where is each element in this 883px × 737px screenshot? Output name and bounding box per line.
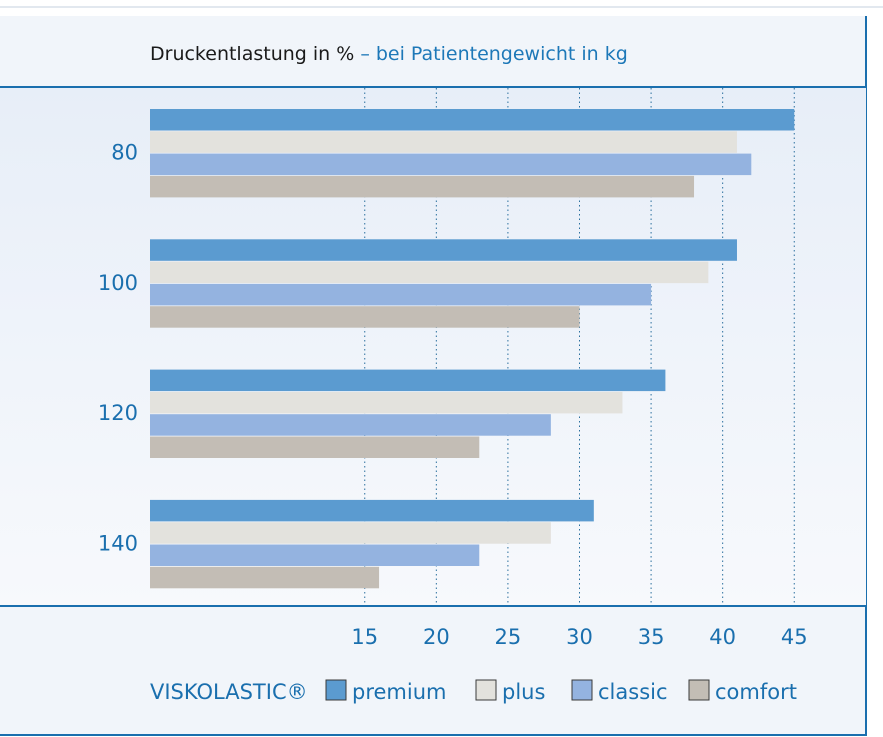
bar-comfort-80 (150, 175, 695, 198)
x-tick-label: 35 (638, 625, 665, 649)
legend-swatch-premium (325, 679, 347, 701)
bar-classic-80 (150, 153, 752, 176)
bar-plus-140 (150, 522, 551, 544)
bar-comfort-140 (150, 566, 380, 589)
bar-plus-120 (150, 391, 623, 414)
legend-label-comfort: comfort (715, 680, 797, 704)
category-label: 140 (98, 532, 138, 556)
bar-classic-100 (150, 283, 652, 306)
legend-label-classic: classic (598, 680, 668, 704)
legend: VISKOLASTIC® premium plus classic comfort (150, 679, 797, 704)
chart-title: Druckentlastung in % – bei Patientengewic… (150, 43, 628, 65)
bar-plus-100 (150, 261, 709, 284)
x-tick-label: 15 (351, 625, 378, 649)
bar-premium-120 (150, 369, 666, 392)
bar-classic-120 (150, 414, 551, 436)
legend-label-plus: plus (502, 680, 545, 704)
category-labels: 80 100 120 140 (98, 141, 138, 556)
x-tick-label: 40 (709, 625, 736, 649)
bar-premium-140 (150, 499, 594, 522)
bar-plus-80 (150, 131, 737, 153)
x-tick-label: 25 (495, 625, 522, 649)
x-tick-label: 30 (566, 625, 593, 649)
bar-comfort-100 (150, 306, 580, 328)
legend-swatch-classic (571, 679, 593, 701)
category-label: 100 (98, 271, 138, 295)
legend-swatch-comfort (688, 679, 710, 701)
bars (150, 109, 795, 589)
legend-label-premium: premium (352, 680, 446, 704)
legend-brand: VISKOLASTIC® (150, 680, 308, 704)
legend-swatch-plus (475, 679, 497, 701)
bar-premium-100 (150, 239, 737, 261)
chart-title-main: Druckentlastung in % (150, 43, 354, 65)
bar-classic-140 (150, 544, 480, 566)
x-tick-labels: 15 20 25 30 35 40 45 (351, 625, 807, 649)
category-label: 120 (98, 401, 138, 425)
category-label: 80 (111, 141, 138, 165)
bar-comfort-120 (150, 436, 480, 458)
x-tick-label: 45 (781, 625, 808, 649)
x-tick-label: 20 (423, 625, 450, 649)
chart-title-sub: – bei Patientengewicht in kg (360, 43, 627, 65)
bar-premium-80 (150, 109, 795, 131)
